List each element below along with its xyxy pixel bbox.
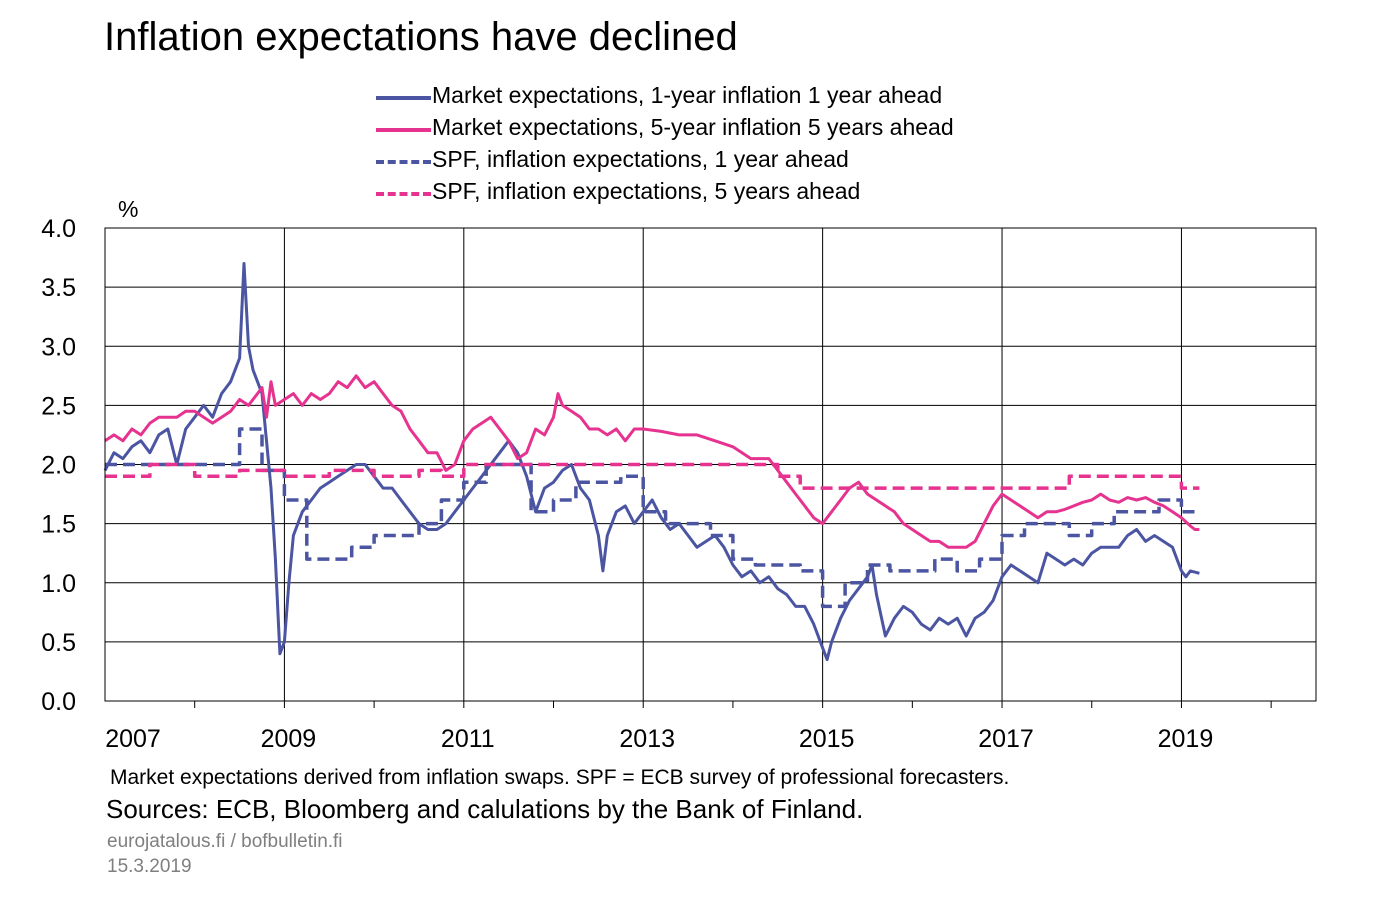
x-tick-label: 2009 [261, 725, 317, 753]
y-tick-label: 0.0 [41, 688, 76, 716]
x-tick-label: 2015 [799, 725, 855, 753]
publish-date: 15.3.2019 [107, 856, 192, 877]
y-tick-label: 4.0 [41, 215, 76, 243]
series-line-2 [104, 374, 1200, 549]
y-tick-label: 3.5 [41, 274, 76, 302]
series-line-3 [105, 427, 1200, 609]
legend-label-1y-spf: SPF, inflation expectations, 1 year ahea… [432, 146, 849, 172]
x-tick-label: 2017 [978, 725, 1034, 753]
legend-swatch-5y-market [376, 128, 431, 132]
x-tick-label: 2011 [441, 725, 495, 753]
y-tick-label: 2.5 [41, 392, 76, 420]
site-credit: eurojatalous.fi / bofbulletin.fi [107, 831, 343, 852]
chart-title: Inflation expectations have declined [104, 15, 738, 59]
chart-sources: Sources: ECB, Bloomberg and calulations … [106, 794, 864, 824]
series-line-1 [103, 262, 1200, 662]
y-tick-label: 3.0 [41, 333, 76, 361]
legend-label-5y-market: Market expectations, 5-year inflation 5 … [432, 114, 954, 140]
legend-label-5y-spf: SPF, inflation expectations, 5 years ahe… [432, 178, 861, 204]
series-line-4 [105, 462, 1200, 490]
x-tick-label: 2019 [1158, 725, 1214, 753]
legend-label-1y-market: Market expectations, 1-year inflation 1 … [432, 82, 943, 108]
y-tick-label: 2.0 [41, 452, 76, 480]
chart-note: Market expectations derived from inflati… [110, 766, 1010, 789]
legend-swatch-1y-spf [376, 160, 431, 164]
y-tick-label: 0.5 [41, 629, 76, 657]
x-tick-label: 2007 [105, 725, 161, 753]
x-tick-label: 2013 [619, 725, 675, 753]
y-axis-unit: % [118, 196, 139, 222]
legend-swatch-1y-market [376, 96, 431, 100]
y-tick-label: 1.0 [41, 570, 76, 598]
legend-swatch-5y-spf [376, 192, 431, 196]
plot-area-border [104, 227, 1317, 702]
y-tick-label: 1.5 [41, 511, 76, 539]
